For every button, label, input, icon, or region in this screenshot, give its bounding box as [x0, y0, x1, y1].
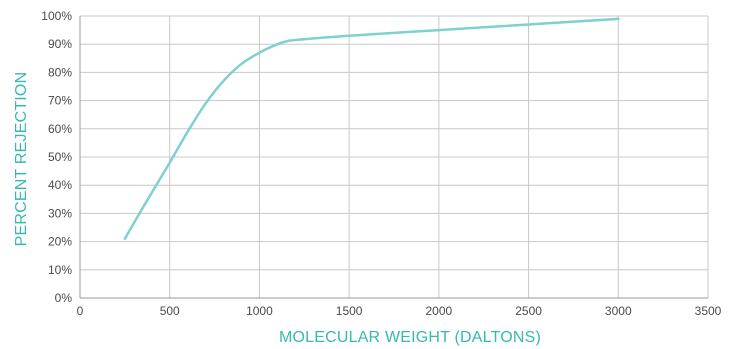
axes — [79, 16, 708, 299]
x-tick-label: 3000 — [605, 304, 632, 318]
x-tick-label: 1000 — [246, 304, 273, 318]
tick-labels: 0% 10% 20% 30% 40% 50% 60% 70% 80% 90% 100% 0 500 100… — [41, 9, 721, 318]
x-axis-title: MOLECULAR WEIGHT (DALTONS) — [279, 329, 541, 346]
y-tick-label: 90% — [48, 37, 72, 51]
x-tick-label: 2000 — [426, 304, 453, 318]
y-tick-label: 60% — [48, 122, 72, 136]
y-tick-label: 20% — [48, 235, 72, 249]
y-tick-label: 40% — [48, 178, 72, 192]
y-tick-label: 10% — [48, 263, 72, 277]
x-tick-label: 2500 — [515, 304, 542, 318]
x-tick-label: 3500 — [695, 304, 722, 318]
y-tick-label: 80% — [48, 65, 72, 79]
y-tick-label: 30% — [48, 206, 72, 220]
grid — [80, 15, 709, 298]
series-layer — [123, 17, 620, 241]
y-tick-label: 50% — [48, 150, 72, 164]
y-tick-label: 100% — [41, 9, 72, 23]
series-line — [123, 17, 620, 241]
x-tick-label: 500 — [160, 304, 180, 318]
y-tick-label: 0% — [55, 291, 73, 305]
y-tick-label: 70% — [48, 94, 72, 108]
y-axis-title: PERCENT REJECTION — [13, 72, 30, 247]
x-tick-label: 0 — [77, 304, 84, 318]
x-tick-label: 1500 — [336, 304, 363, 318]
